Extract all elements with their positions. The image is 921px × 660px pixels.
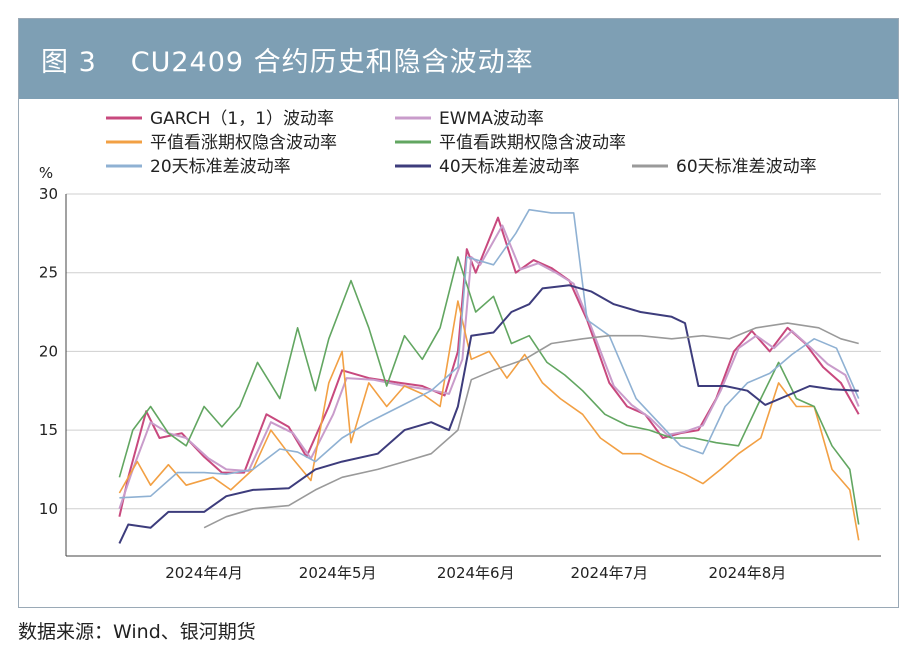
- legend-label-4: 平值看跌期权隐含波动率: [439, 133, 626, 153]
- source-note: 数据来源：Wind、银河期货: [18, 621, 256, 643]
- y-axis-label: %: [39, 164, 53, 182]
- series-line-6: [118, 284, 859, 544]
- x-tick-label: 2024年4月: [165, 564, 243, 582]
- legend-label-7: 60天标准差波动率: [676, 157, 817, 177]
- series-line-4: [118, 256, 860, 525]
- volatility-chart: 10 15 20 25 30% 2024年4月 2024年5月 2024年6月 2024年7月 2…: [39, 109, 881, 582]
- x-tick-label: 2024年5月: [299, 564, 377, 582]
- figure-number: 图 3: [41, 46, 97, 78]
- series-line-5: [119, 208, 860, 499]
- legend-label-1: GARCH（1，1）波动率: [150, 109, 334, 129]
- series-line-7: [203, 322, 859, 529]
- y-tick-label: 10: [39, 500, 58, 518]
- figure-title-bar: 图 3 CU2409 合约历史和隐含波动率: [19, 19, 898, 99]
- series-line-3: [118, 300, 860, 541]
- series-line-2: [118, 224, 860, 510]
- figure-frame: 图 3 CU2409 合约历史和隐含波动率: [18, 18, 899, 608]
- legend-label-2: EWMA波动率: [439, 109, 544, 129]
- y-tick-label: 30: [39, 185, 58, 203]
- x-tick-label: 2024年6月: [437, 564, 515, 582]
- legend-label-6: 40天标准差波动率: [439, 157, 580, 177]
- figure-title: CU2409 合约历史和隐含波动率: [130, 46, 534, 78]
- legend-label-5: 20天标准差波动率: [150, 157, 291, 177]
- series-line-1: [118, 216, 860, 517]
- x-tick-label: 2024年8月: [709, 564, 787, 582]
- y-tick-label: 20: [39, 342, 58, 360]
- y-tick-label: 15: [39, 421, 58, 439]
- legend-label-3: 平值看涨期权隐含波动率: [150, 133, 337, 153]
- x-tick-label: 2024年7月: [570, 564, 648, 582]
- y-tick-label: 25: [39, 264, 58, 282]
